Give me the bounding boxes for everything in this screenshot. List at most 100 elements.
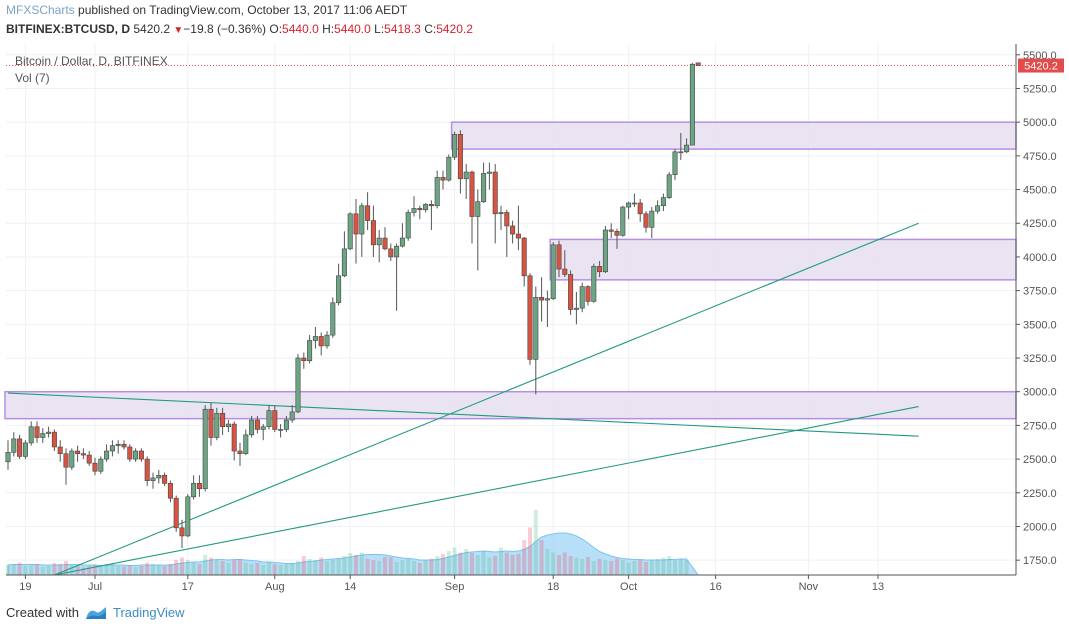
candle-up bbox=[655, 205, 661, 212]
volume-bar bbox=[6, 565, 10, 575]
volume-bar bbox=[586, 557, 590, 575]
y-tick-label: 4000.0 bbox=[1023, 252, 1057, 264]
candle-up bbox=[28, 426, 34, 444]
volume-bar bbox=[597, 559, 602, 575]
volume-ma-area bbox=[7, 532, 700, 576]
open-value: 5440.0 bbox=[282, 22, 319, 36]
candle-up bbox=[376, 237, 382, 246]
candle-down bbox=[173, 497, 179, 529]
candle-up bbox=[544, 298, 550, 301]
author-brand[interactable]: MFXSCharts bbox=[6, 3, 75, 17]
volume-bar bbox=[162, 566, 167, 575]
candle-up bbox=[312, 336, 318, 341]
volume-bar bbox=[249, 564, 254, 575]
last-price: 5420.2 bbox=[133, 22, 171, 36]
candle-down bbox=[568, 274, 574, 310]
tradingview-brand[interactable]: TradingView bbox=[112, 605, 185, 620]
y-tick-label: 4250.0 bbox=[1023, 218, 1057, 230]
candle-up bbox=[46, 431, 52, 434]
volume-bar bbox=[609, 561, 614, 575]
candle-up bbox=[260, 426, 266, 430]
candle-up bbox=[214, 412, 220, 438]
price-chart[interactable]: 1750.0 2000.0 2250.0 2500.0 2750.0 3000.0 3250… bbox=[0, 40, 1069, 600]
volume-bar bbox=[342, 556, 347, 575]
zone-rect bbox=[549, 238, 1017, 281]
volume-bar bbox=[52, 563, 57, 575]
volume-bar bbox=[644, 562, 648, 575]
volume-bar bbox=[11, 564, 16, 575]
volume-bar bbox=[313, 560, 318, 575]
candle-up bbox=[498, 212, 504, 215]
volume-bar bbox=[394, 562, 399, 575]
volume-bar bbox=[87, 566, 92, 575]
x-tick-label: 16 bbox=[709, 581, 721, 593]
y-tick-label: 2750.0 bbox=[1023, 420, 1057, 432]
volume-bar bbox=[603, 560, 608, 575]
candle-up bbox=[452, 133, 458, 158]
candle-down bbox=[167, 483, 173, 499]
candle-up bbox=[330, 302, 336, 336]
volume-bar bbox=[371, 560, 376, 575]
volume-bar bbox=[481, 551, 486, 575]
candle-up bbox=[156, 474, 162, 479]
candle-up bbox=[289, 411, 295, 421]
candle-down bbox=[353, 213, 359, 235]
candle-down bbox=[144, 458, 150, 481]
volume-bar bbox=[464, 549, 469, 575]
candle-up bbox=[295, 357, 301, 413]
candle-up bbox=[602, 229, 608, 273]
candle-down bbox=[585, 286, 591, 302]
volume-bar bbox=[452, 547, 457, 575]
volume-bar bbox=[528, 527, 532, 575]
volume-bar bbox=[325, 561, 329, 575]
volume-bar bbox=[359, 552, 364, 575]
volume-bar bbox=[139, 566, 144, 575]
candle-up bbox=[278, 429, 284, 431]
candle-down bbox=[515, 233, 521, 239]
volume-bar bbox=[499, 547, 503, 575]
volume-bar bbox=[319, 557, 324, 575]
volume-bar bbox=[23, 566, 28, 575]
y-tick-label: 1750.0 bbox=[1023, 555, 1057, 567]
candle-down bbox=[695, 62, 701, 66]
volume-bar bbox=[458, 552, 463, 575]
close-value: 5420.2 bbox=[436, 22, 473, 36]
candle-up bbox=[191, 483, 197, 498]
candle-down bbox=[86, 454, 92, 464]
volume-bar bbox=[591, 561, 596, 575]
volume-bar bbox=[307, 559, 312, 575]
y-tick-label: 4750.0 bbox=[1023, 151, 1057, 163]
volume-bar bbox=[475, 555, 480, 575]
y-tick-label: 5250.0 bbox=[1023, 83, 1057, 95]
volume-bar bbox=[562, 552, 567, 575]
candle-up bbox=[533, 297, 539, 360]
volume-bar bbox=[127, 565, 132, 575]
x-tick-label: Oct bbox=[620, 581, 637, 593]
volume-legend: Vol (7) bbox=[15, 71, 50, 85]
x-tick-label: 18 bbox=[547, 581, 559, 593]
candle-down bbox=[643, 213, 649, 228]
candles-series bbox=[5, 62, 701, 549]
y-tick-label: 5000.0 bbox=[1023, 117, 1057, 129]
volume-bar bbox=[133, 567, 138, 575]
last-price-tag bbox=[1018, 58, 1064, 73]
volume-bar bbox=[122, 566, 126, 575]
volume-bar bbox=[98, 566, 103, 575]
candle-up bbox=[649, 210, 655, 228]
candle-up bbox=[411, 208, 417, 213]
candle-down bbox=[556, 244, 562, 270]
volume-bar bbox=[388, 557, 393, 575]
x-tick-label: 19 bbox=[19, 581, 31, 593]
high-value: 5440.0 bbox=[334, 22, 371, 36]
candle-down bbox=[75, 450, 81, 455]
candle-up bbox=[573, 307, 579, 310]
volume-bar bbox=[649, 560, 654, 575]
symbol-name: BITFINEX:BTCUSD, D bbox=[6, 22, 130, 36]
volume-bar bbox=[533, 510, 538, 575]
candle-down bbox=[504, 212, 510, 227]
y-tick-label: 3750.0 bbox=[1023, 286, 1057, 298]
tradingview-logo-icon[interactable] bbox=[85, 606, 107, 620]
volume-bar bbox=[406, 559, 411, 575]
volume-bar bbox=[232, 560, 237, 575]
volume-bar bbox=[29, 565, 34, 575]
